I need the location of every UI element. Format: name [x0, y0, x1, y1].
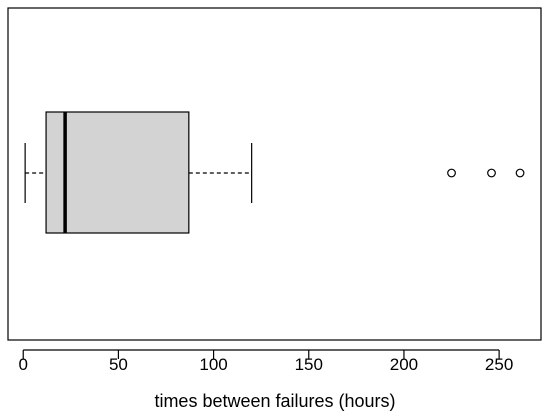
- outlier-point-1: [447, 168, 456, 178]
- x-tick-label-50: 50: [109, 355, 128, 374]
- x-axis-title: times between failures (hours): [154, 391, 395, 411]
- x-tick-label-100: 100: [199, 355, 227, 374]
- x-tick-label-0: 0: [18, 355, 27, 374]
- outlier-point-3: [515, 168, 525, 178]
- x-tick-label-200: 200: [390, 355, 418, 374]
- box-layer: [24, 111, 525, 234]
- x-tick-label-250: 250: [485, 355, 513, 374]
- x-tick-label-150: 150: [295, 355, 323, 374]
- plot-frame: [7, 7, 542, 341]
- x-axis: 0 50 100 150 200 250: [18, 349, 513, 374]
- interquartile-box: [45, 111, 190, 234]
- outlier-point-2: [487, 168, 496, 178]
